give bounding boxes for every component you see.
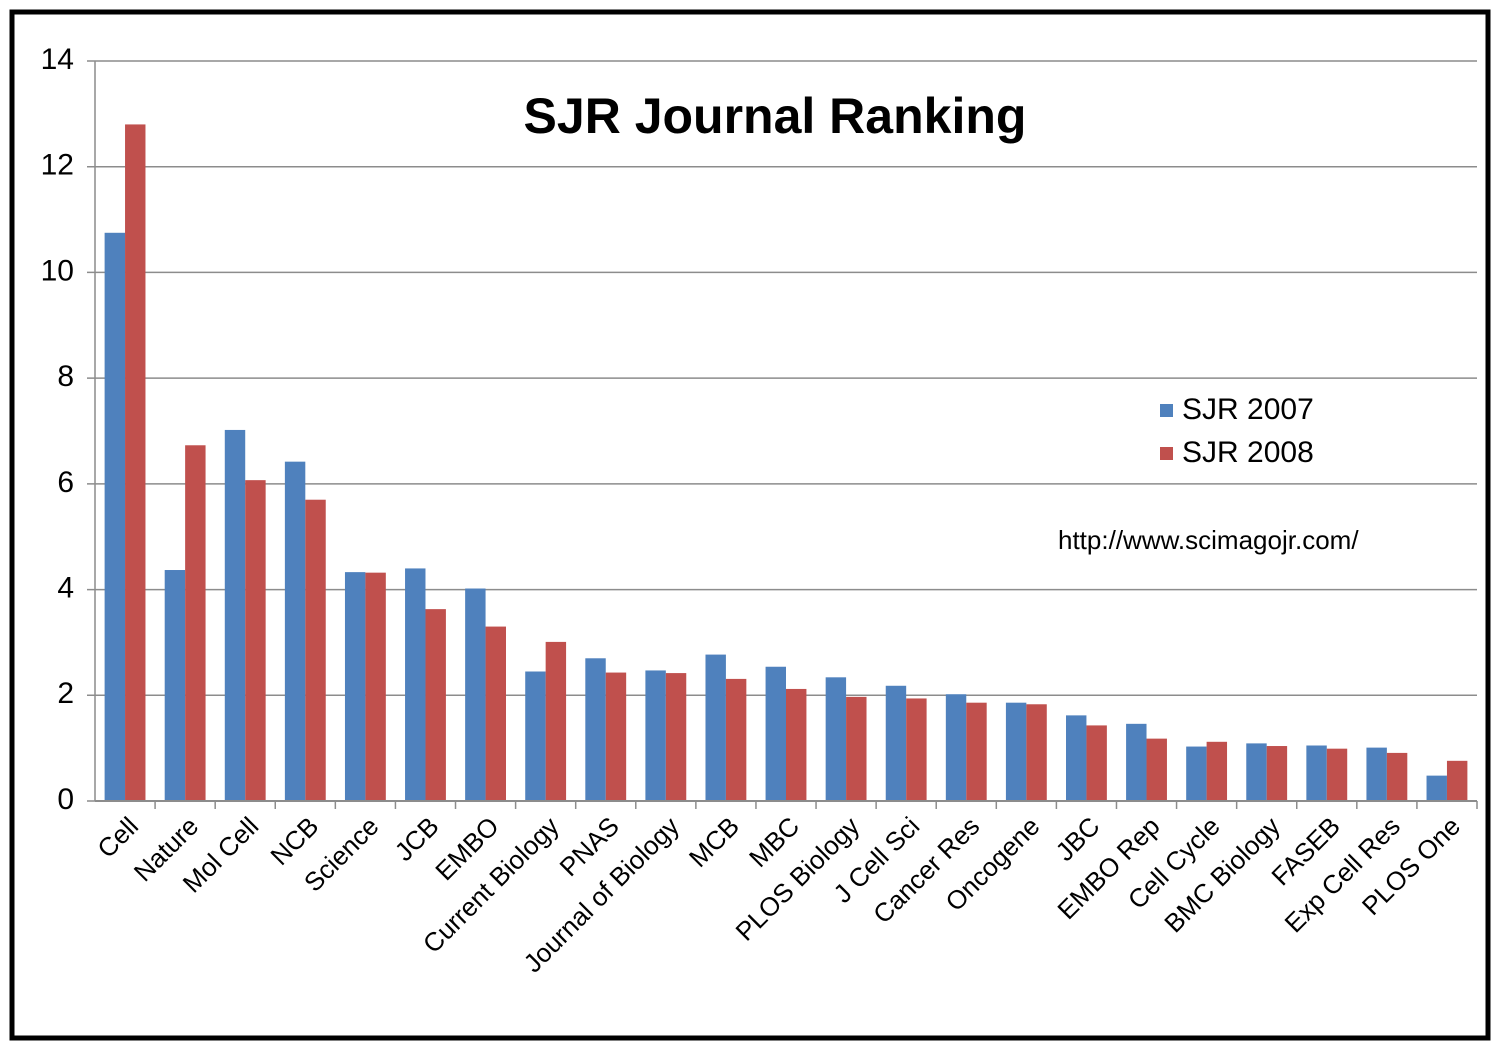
bar: [305, 499, 326, 801]
bar: [846, 696, 867, 801]
y-tick-label: 2: [57, 677, 74, 710]
bar: [1206, 741, 1228, 801]
bar: [525, 671, 546, 801]
bar: [585, 658, 606, 801]
y-tick-label: 12: [41, 149, 74, 182]
bar: [365, 572, 386, 801]
bar: [465, 588, 486, 801]
y-tick-label: 6: [57, 466, 74, 499]
bar: [1426, 775, 1447, 801]
bar: [1306, 745, 1327, 801]
y-tick-label: 4: [57, 571, 74, 604]
bar: [1266, 746, 1288, 801]
bar: [885, 685, 907, 801]
bar: [1146, 738, 1167, 801]
bar: [185, 445, 206, 801]
bar: [906, 698, 927, 801]
bar: [284, 461, 306, 801]
bar: [825, 677, 847, 801]
chart-title: SJR Journal Ranking: [524, 88, 1027, 144]
bar: [344, 572, 366, 801]
bar: [405, 568, 426, 801]
bar: [1186, 746, 1207, 801]
bar: [725, 678, 747, 801]
bar: [224, 429, 246, 801]
bar: [1005, 702, 1027, 801]
y-tick-label: 8: [57, 360, 74, 393]
y-tick-label: 14: [41, 43, 74, 76]
bar: [1366, 747, 1387, 801]
bar: [164, 570, 186, 801]
bar: [485, 626, 506, 801]
bar: [786, 688, 807, 801]
bar: [1086, 725, 1107, 801]
bar: [605, 672, 627, 801]
bar: [1126, 723, 1147, 801]
bar: [245, 480, 266, 801]
bar: [645, 670, 666, 801]
bar: [1386, 752, 1408, 801]
bar: [125, 124, 146, 801]
bar: [425, 609, 446, 801]
bar: [1446, 760, 1468, 801]
bar: [1066, 715, 1087, 801]
bar: [104, 232, 126, 802]
y-tick-label: 0: [57, 783, 74, 816]
bar: [705, 654, 726, 801]
bar: [1246, 743, 1267, 801]
legend-label: SJR 2008: [1182, 436, 1314, 469]
x-tick-label: MCB: [683, 811, 745, 873]
frame: [9, 9, 1491, 1041]
bar: [545, 641, 567, 801]
legend-swatch: [1160, 447, 1173, 460]
legend-swatch: [1160, 404, 1173, 417]
bar: [665, 673, 687, 801]
x-tick-label: Cell: [91, 811, 144, 864]
bar: [966, 702, 987, 801]
bar: [945, 694, 967, 801]
bar: [765, 666, 786, 801]
y-tick-label: 10: [41, 254, 74, 287]
legend-label: SJR 2007: [1182, 393, 1314, 426]
annotation: http://www.scimagojr.com/: [1058, 525, 1359, 555]
bar: [1026, 704, 1047, 801]
bar: [1326, 748, 1348, 801]
